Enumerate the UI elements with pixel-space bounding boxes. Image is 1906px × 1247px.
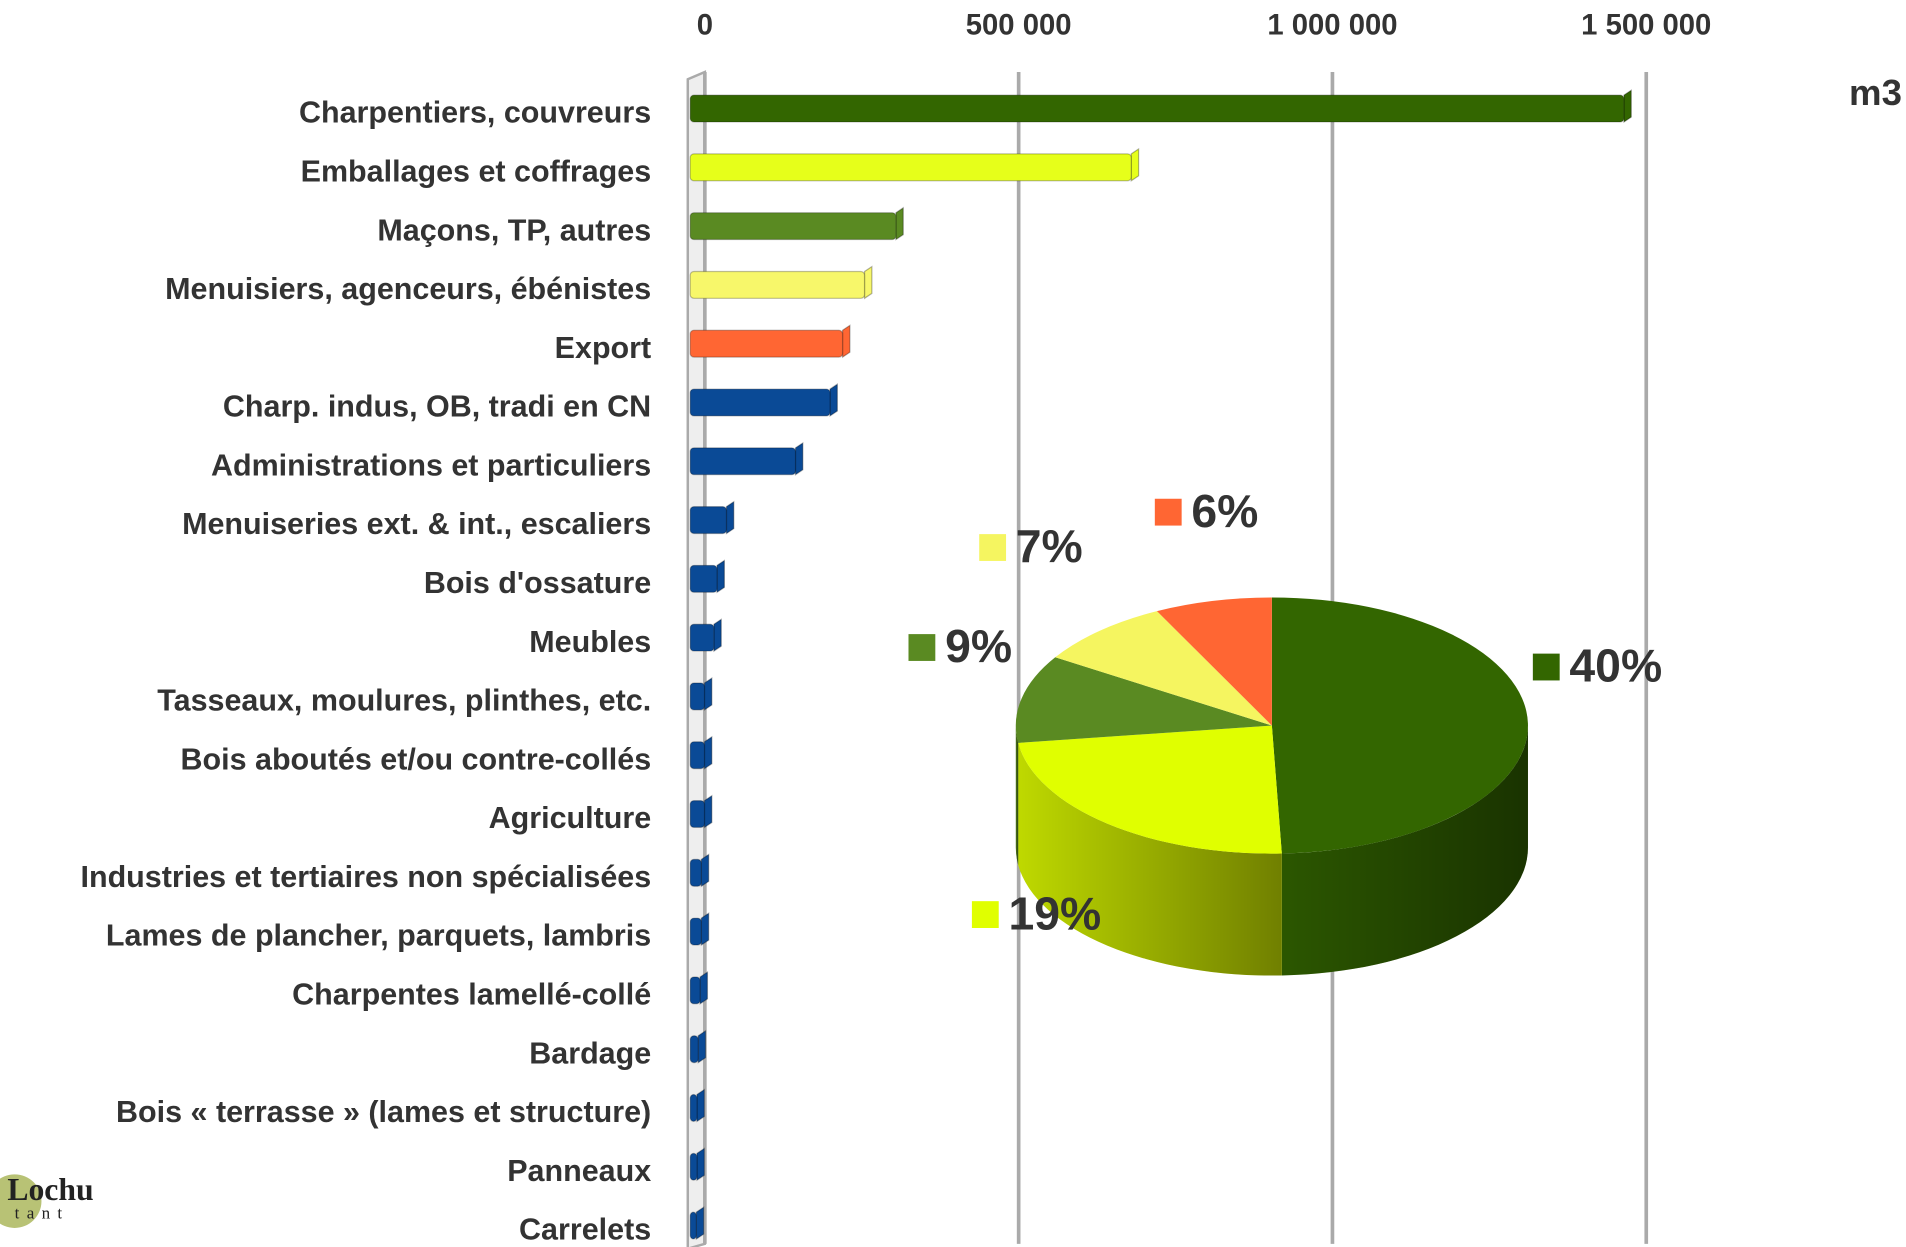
- y-tick-label: Tasseaux, moulures, plinthes, etc.: [157, 684, 651, 718]
- logo-mark: [0, 1174, 42, 1228]
- x-tick-label: 0: [697, 10, 713, 42]
- y-tick-label: Charpentes lamellé-collé: [292, 978, 651, 1012]
- y-tick-label: Maçons, TP, autres: [377, 213, 651, 247]
- data-label: 6%: [1191, 485, 1258, 537]
- bar-side: [695, 1206, 705, 1241]
- bar-side: [703, 794, 713, 829]
- y-tick-label: Meubles: [529, 625, 651, 659]
- bar: [689, 506, 728, 535]
- bar-side: [703, 735, 713, 770]
- logo-name: Lochu: [7, 1172, 93, 1207]
- bar-side: [829, 383, 838, 418]
- bar: [689, 1152, 698, 1181]
- bar-side: [1130, 147, 1140, 182]
- y-tick-label: Agriculture: [489, 801, 652, 835]
- bar: [689, 270, 866, 299]
- pie-slice: [1015, 657, 1272, 743]
- y-tick-label: Charpentiers, couvreurs: [299, 96, 651, 130]
- bar-side: [716, 559, 725, 594]
- pie-slice: [1156, 597, 1272, 726]
- legend-swatch: [908, 634, 936, 661]
- y-tick-label: Bardage: [529, 1036, 651, 1070]
- bar-side: [895, 206, 904, 241]
- bar: [689, 682, 706, 711]
- bar: [689, 917, 702, 946]
- data-label: 40%: [1569, 640, 1662, 692]
- bar-side: [841, 324, 851, 359]
- bar-side: [700, 853, 710, 888]
- axis-unit: m3: [1849, 72, 1902, 113]
- bar: [689, 799, 706, 829]
- y-tick-label: Menuisiers, agenceurs, ébénistes: [165, 272, 651, 306]
- bar-side: [713, 618, 722, 653]
- bar: [689, 1093, 698, 1122]
- y-tick-label: Bois aboutés et/ou contre-collés: [181, 742, 652, 776]
- legend-swatch: [971, 901, 999, 928]
- pie-side-shade: [1015, 725, 1019, 865]
- bar: [689, 329, 844, 358]
- bar: [689, 153, 1132, 182]
- bar: [689, 976, 701, 1005]
- y-tick-label: Export: [555, 331, 651, 365]
- bar-side: [696, 1088, 705, 1123]
- y-tick-label: Panneaux: [507, 1154, 651, 1188]
- bar: [689, 94, 1625, 123]
- bar-side: [703, 676, 713, 711]
- data-label: 7%: [1016, 520, 1083, 572]
- bar-side: [725, 500, 735, 535]
- bar: [689, 1035, 699, 1064]
- bar-side: [700, 912, 710, 947]
- bar: [689, 388, 831, 417]
- plot-wall: [686, 70, 707, 1247]
- bar-side: [699, 970, 709, 1005]
- legend-swatch: [1532, 653, 1560, 681]
- y-tick-label: Bois d'ossature: [424, 566, 651, 600]
- y-tick-label: Menuiseries ext. & int., escaliers: [182, 507, 651, 541]
- legend-swatch: [1154, 498, 1182, 526]
- bar: [689, 623, 715, 652]
- data-label: 19%: [1008, 887, 1101, 939]
- pie-slice: [1271, 597, 1528, 854]
- logo-sub: tant: [15, 1203, 70, 1222]
- x-tick-label: 1 000 000: [1267, 10, 1397, 42]
- y-tick-label: Charp. indus, OB, tradi en CN: [223, 390, 651, 424]
- y-tick-label: Carrelets: [519, 1213, 651, 1247]
- y-tick-label: Industries et tertiaires non spécialisée…: [81, 860, 652, 894]
- x-tick-label: 1 500 000: [1581, 10, 1711, 42]
- y-tick-label: Emballages et coffrages: [301, 154, 652, 188]
- legend-swatch: [979, 534, 1007, 561]
- pie-slice: [1018, 725, 1282, 854]
- bar-side: [1623, 89, 1632, 124]
- bar: [689, 212, 897, 241]
- pie-side-shade: [1281, 725, 1528, 976]
- bar: [689, 564, 718, 593]
- x-tick-label: 500 000: [966, 10, 1072, 42]
- bar: [689, 1211, 697, 1240]
- pie-side-shade: [1018, 742, 1282, 976]
- y-tick-label: Lames de plancher, parquets, lambris: [106, 919, 651, 953]
- data-label: 9%: [945, 620, 1012, 672]
- bar-side: [863, 265, 873, 300]
- bar-side: [794, 441, 804, 476]
- bar-side: [696, 1147, 705, 1182]
- y-tick-label: Administrations et particuliers: [211, 448, 651, 482]
- bar: [689, 447, 797, 476]
- bar: [689, 858, 702, 887]
- bar: [689, 741, 706, 770]
- pie-slice: [1055, 611, 1272, 726]
- y-tick-label: Bois « terrasse » (lames et structure): [116, 1095, 651, 1129]
- bar-side: [697, 1029, 707, 1064]
